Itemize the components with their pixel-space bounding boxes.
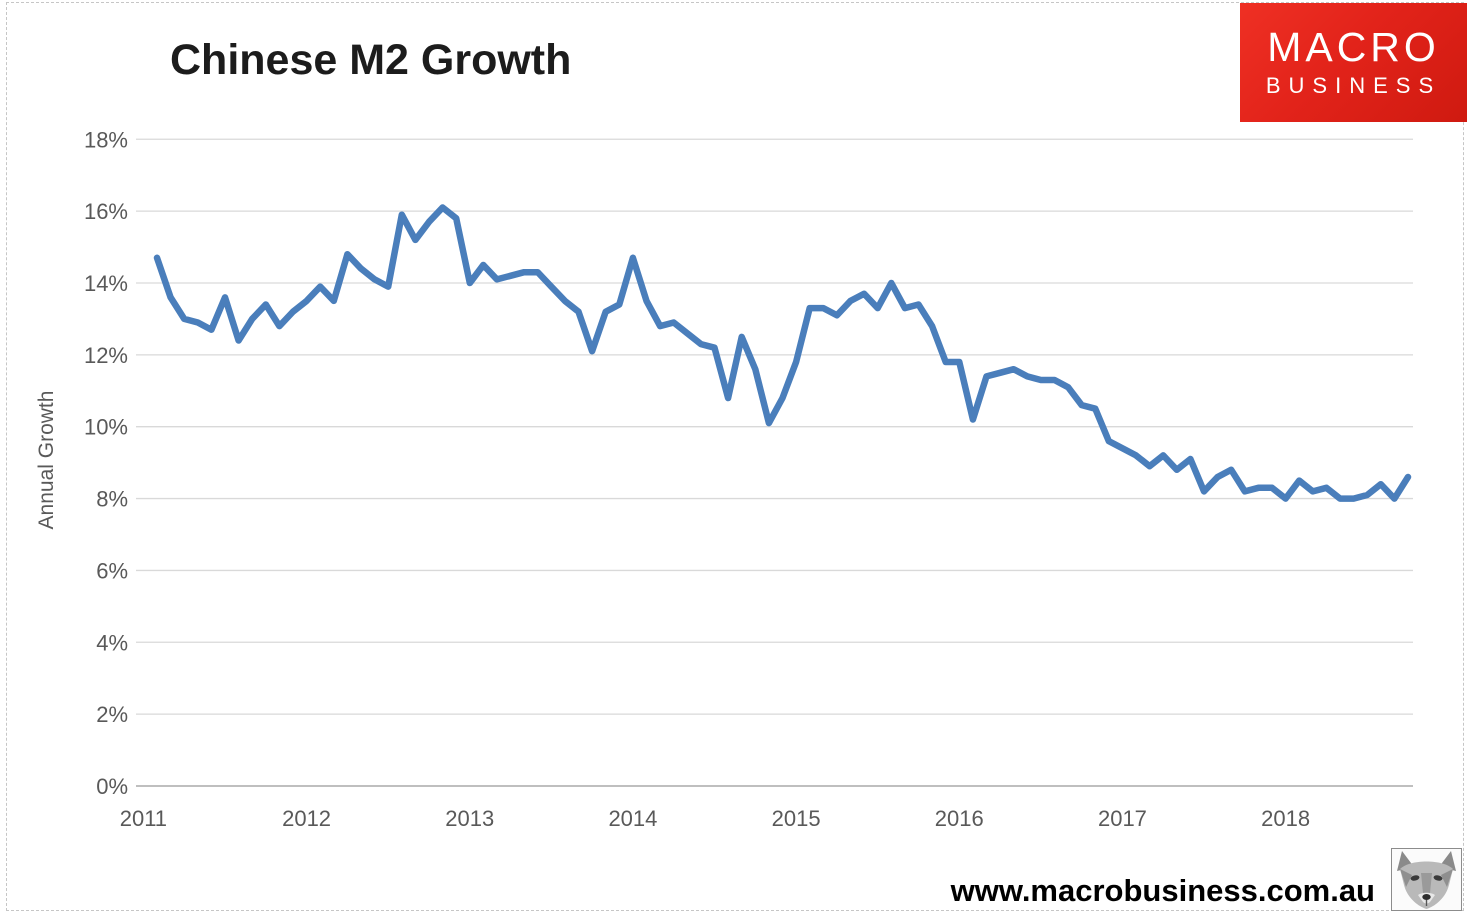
m2-growth-line: [153, 204, 1412, 502]
y-tick-label: 2%: [96, 702, 128, 727]
wolf-icon: [1397, 851, 1456, 909]
y-tick-label: 0%: [96, 774, 128, 799]
logo-line2: BUSINESS: [1265, 73, 1442, 99]
logo-line1: MACRO: [1267, 23, 1440, 70]
macrobusiness-logo: MACRO BUSINESS: [1240, 3, 1467, 122]
x-tick-label: 2012: [282, 806, 331, 831]
y-tick-label: 12%: [84, 343, 128, 368]
x-tick-label: 2018: [1261, 806, 1310, 831]
y-tick-label: 18%: [84, 127, 128, 152]
x-tick-label: 2017: [1098, 806, 1147, 831]
x-tick-label: 2015: [772, 806, 821, 831]
x-tick-label: 2013: [445, 806, 494, 831]
y-tick-label: 16%: [84, 199, 128, 224]
wolf-logo: [1391, 848, 1462, 911]
x-tick-label: 2014: [608, 806, 657, 831]
y-tick-label: 4%: [96, 630, 128, 655]
y-tick-label: 10%: [84, 415, 128, 440]
website-url: www.macrobusiness.com.au: [950, 873, 1375, 908]
y-tick-label: 6%: [96, 558, 128, 583]
y-tick-label: 8%: [96, 487, 128, 512]
x-tick-label: 2011: [120, 806, 167, 831]
chart-title: Chinese M2 Growth: [170, 36, 572, 84]
x-tick-label: 2016: [935, 806, 984, 831]
y-tick-label: 14%: [84, 271, 128, 296]
